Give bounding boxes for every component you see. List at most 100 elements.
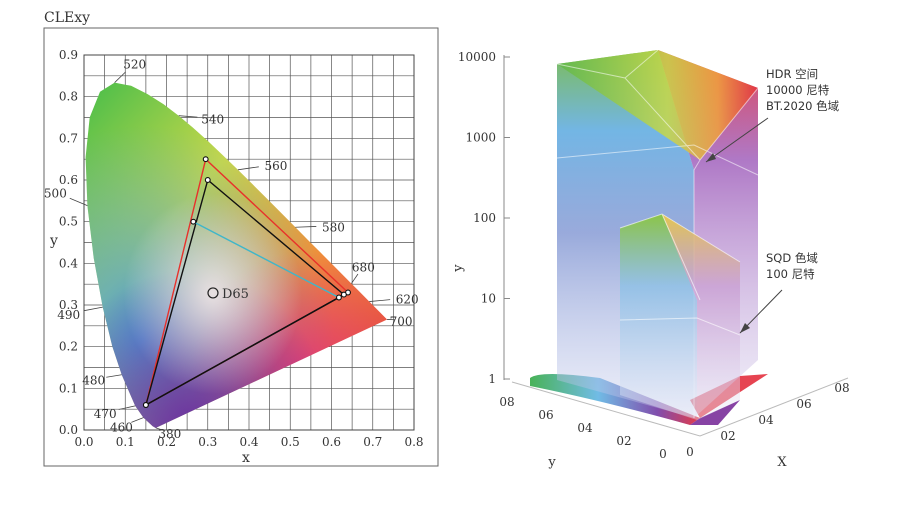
x-tick-label: 0.5 <box>281 435 300 449</box>
x-tick-label: 0.6 <box>322 435 341 449</box>
vertex-point <box>142 402 149 408</box>
tick-labels: 0.0 0.1 0.2 0.3 0.4 0.5 0.6 0.7 0.8 0.0 0.1 0.2 0.3 0… <box>59 48 424 449</box>
y-tick-label: 0.6 <box>59 173 78 187</box>
y-tick-label: 0.5 <box>59 215 78 229</box>
y-tick-label-3d: 0 <box>659 447 667 461</box>
spectral-locus <box>85 82 388 428</box>
y-tick-label-3d: 02 <box>616 434 631 448</box>
wavelength-tick <box>351 273 359 284</box>
x-axis-label: x <box>242 450 250 466</box>
y-tick-label: 0.0 <box>59 423 78 437</box>
vertex-point <box>335 294 342 301</box>
wavelength-label: 700 <box>390 314 413 328</box>
cie-chart: CLExy D65 0.0 0.1 0.2 0.3 0.4 0.5 0.6 0.7 0.80.0… <box>43 10 439 467</box>
floor-violet <box>690 400 740 425</box>
wavelength-label: 580 <box>322 220 345 234</box>
y-tick-label-3d: 06 <box>538 408 553 422</box>
gamut-black-line <box>145 296 340 406</box>
wavelength-label: 380 <box>158 427 181 441</box>
annotation-hdr-line1: HDR 空间 <box>766 67 818 81</box>
x-axis-label-3d: X <box>777 455 787 470</box>
z-tick-label: 1000 <box>465 131 496 145</box>
vertex-point <box>190 218 197 225</box>
wavelength-tick <box>118 405 136 410</box>
y-tick-label: 0.4 <box>59 256 78 270</box>
x-tick-label-3d: 0 <box>686 445 694 459</box>
y-tick-label-3d: 04 <box>577 421 593 435</box>
x-tick-label: 0.1 <box>116 435 135 449</box>
wavelength-label: 480 <box>82 374 105 388</box>
wavelength-label: 500 <box>44 187 67 201</box>
y-tick-label: 0.8 <box>59 90 78 104</box>
wavelength-label: 680 <box>352 261 375 275</box>
wavelength-tick <box>83 306 103 312</box>
white-point-label: D65 <box>222 287 249 302</box>
wavelength-tick <box>295 226 317 228</box>
wavelength-tick <box>69 197 88 207</box>
hdr-volume-ridge <box>556 49 759 418</box>
x-tick-label: 0.0 <box>74 435 93 449</box>
sqd-volume-right-face <box>662 214 740 420</box>
z-tick-label: 10 <box>481 292 496 306</box>
y-tick-label: 0.9 <box>59 48 78 62</box>
x-tick-label-3d: 02 <box>720 429 735 443</box>
vertex-point <box>202 156 209 163</box>
wavelength-tick <box>178 115 198 118</box>
z-axis-label: y <box>451 264 466 273</box>
y-tick-label: 0.1 <box>59 381 78 395</box>
annotation-sqd-arrowhead <box>740 323 750 333</box>
z-tick-label: 100 <box>473 211 496 225</box>
floor-axis-line <box>511 377 849 437</box>
x-tick-label: 0.4 <box>239 435 258 449</box>
x-tick-label: 0.3 <box>198 435 217 449</box>
white-point-marker <box>207 287 219 299</box>
wavelength-label: 470 <box>94 407 117 421</box>
x-tick-label: 0.2 <box>157 435 176 449</box>
wavelength-tick <box>106 374 122 378</box>
annotation-hdr-line2: 10000 尼特 <box>766 83 830 97</box>
annotation-sqd-line1: SQD 色域 <box>766 251 818 265</box>
x-tick-label: 0.8 <box>404 435 423 449</box>
y-axis-ticks: 08 06 04 02 0 <box>499 395 666 461</box>
wavelength-label: 490 <box>57 308 80 322</box>
annotation-hdr-arrow <box>705 117 769 163</box>
z-tick-label: 10000 <box>458 50 496 64</box>
y-tick-label: 0.7 <box>59 131 78 145</box>
vertex-point <box>340 291 347 298</box>
chart-frame <box>43 27 439 467</box>
locus-fill-white <box>85 82 388 428</box>
z-axis-ticks: 10000 1000 100 10 1 <box>458 50 510 386</box>
wavelength-tick <box>114 71 126 83</box>
x-tick-label: 0.7 <box>363 435 382 449</box>
x-tick-label-3d: 06 <box>796 397 811 411</box>
y-tick-label-3d: 08 <box>499 395 514 409</box>
annotation-hdr-arrowhead <box>706 153 716 162</box>
chart-title: CLExy <box>44 10 90 26</box>
annotation-hdr-line3: BT.2020 色域 <box>766 99 840 113</box>
x-axis-ticks: 0 02 04 06 08 <box>686 381 849 459</box>
wavelength-label: 540 <box>201 113 224 127</box>
x-tick-label-3d: 08 <box>834 381 849 395</box>
sqd-volume-left-face <box>620 214 697 420</box>
wavelength-tick <box>155 427 164 431</box>
vertex-point <box>204 177 211 183</box>
y-axis-label-3d: y <box>547 455 556 470</box>
wavelength-tick <box>131 417 144 423</box>
x-tick-label-3d: 04 <box>758 413 774 427</box>
wavelength-label: 520 <box>123 58 146 72</box>
gamut-cyan-line <box>192 221 340 299</box>
plot-area <box>83 54 415 431</box>
wavelength-tick <box>369 299 391 302</box>
annotation-sqd: SQD 色域 100 尼特 <box>739 251 818 334</box>
y-tick-label: 0.3 <box>59 298 78 312</box>
floor-gamut <box>530 374 700 425</box>
z-tick-label: 1 <box>488 372 496 386</box>
wavelength-label: 560 <box>264 159 287 173</box>
annotation-hdr: HDR 空间 10000 尼特 BT.2020 色域 <box>705 67 840 163</box>
annotation-sqd-line2: 100 尼特 <box>766 267 815 281</box>
y-tick-label: 0.2 <box>59 340 78 354</box>
y-axis-label: y <box>49 233 58 249</box>
